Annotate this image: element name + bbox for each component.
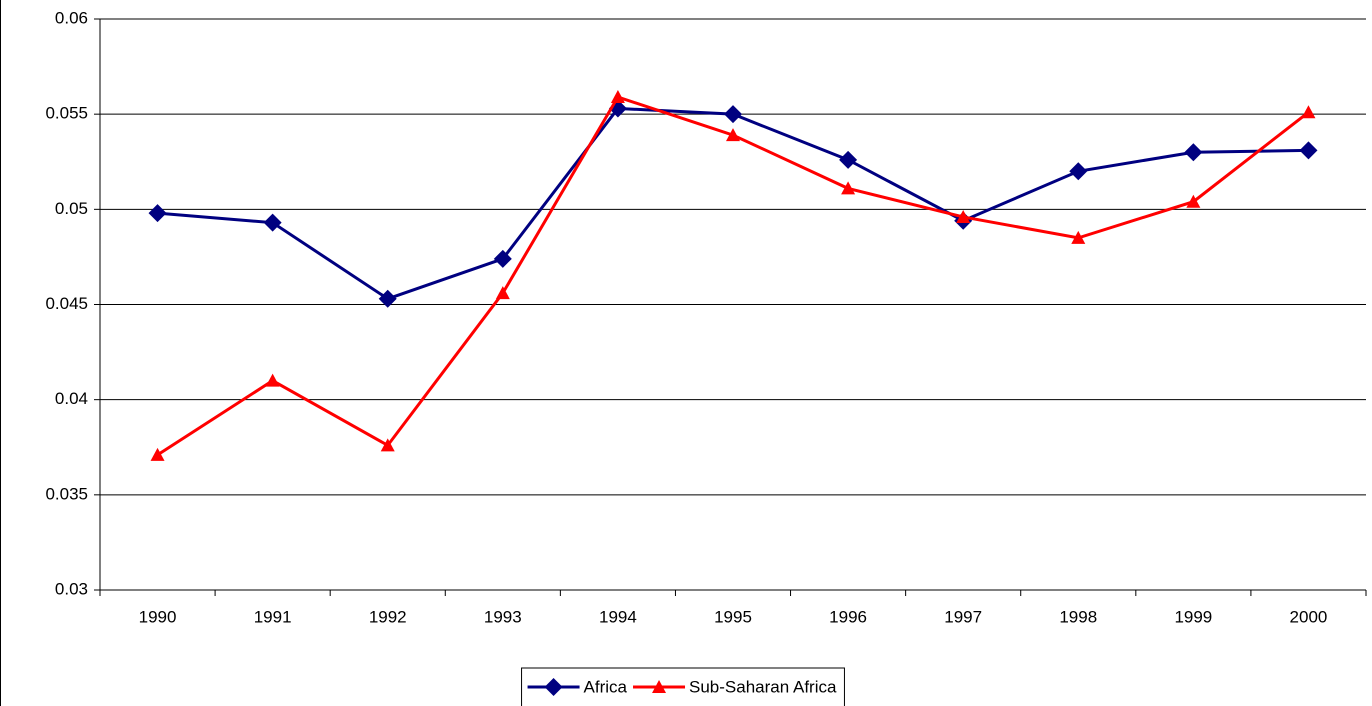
y-tick-label: 0.04 xyxy=(55,389,88,408)
data-point xyxy=(1184,143,1203,162)
legend-marker xyxy=(544,678,563,696)
y-tick-label: 0.06 xyxy=(55,8,88,27)
legend-label: Sub-Saharan Africa xyxy=(689,677,837,696)
data-point xyxy=(378,289,397,308)
data-point xyxy=(150,447,165,461)
data-point xyxy=(839,150,858,169)
data-point xyxy=(263,213,282,232)
data-point xyxy=(380,438,395,452)
y-tick-label: 0.045 xyxy=(45,294,88,313)
data-point xyxy=(1301,105,1316,119)
x-tick-label: 1992 xyxy=(369,607,407,626)
data-point xyxy=(1299,141,1318,160)
data-point xyxy=(265,373,280,387)
x-tick-label: 1997 xyxy=(944,607,982,626)
y-tick-label: 0.03 xyxy=(55,579,88,598)
y-tick-label: 0.055 xyxy=(45,104,88,123)
x-tick-label: 1991 xyxy=(254,607,292,626)
x-tick-label: 1996 xyxy=(829,607,867,626)
legend: Africa Sub-Saharan Africa xyxy=(521,667,845,706)
x-tick-label: 1990 xyxy=(139,607,177,626)
data-point xyxy=(1069,162,1088,181)
x-tick-label: 1993 xyxy=(484,607,522,626)
data-point xyxy=(148,204,167,223)
data-point xyxy=(493,249,512,268)
legend-marker xyxy=(652,680,667,693)
series-line xyxy=(156,95,1310,457)
x-tick-label: 1998 xyxy=(1059,607,1097,626)
y-tick-label: 0.035 xyxy=(45,484,88,503)
x-tick-label: 2000 xyxy=(1290,607,1328,626)
x-tick-label: 1994 xyxy=(599,607,637,626)
data-point xyxy=(724,105,742,124)
data-point xyxy=(726,128,740,142)
x-tick-label: 1995 xyxy=(714,607,752,626)
data-point xyxy=(495,286,510,300)
data-point xyxy=(1071,230,1086,244)
legend-label: Africa xyxy=(584,677,628,696)
data-point xyxy=(956,209,971,223)
data-point xyxy=(610,90,625,104)
data-point xyxy=(841,181,856,195)
data-point xyxy=(1186,194,1201,208)
x-tick-label: 1999 xyxy=(1174,607,1212,626)
y-tick-label: 0.05 xyxy=(55,199,88,218)
